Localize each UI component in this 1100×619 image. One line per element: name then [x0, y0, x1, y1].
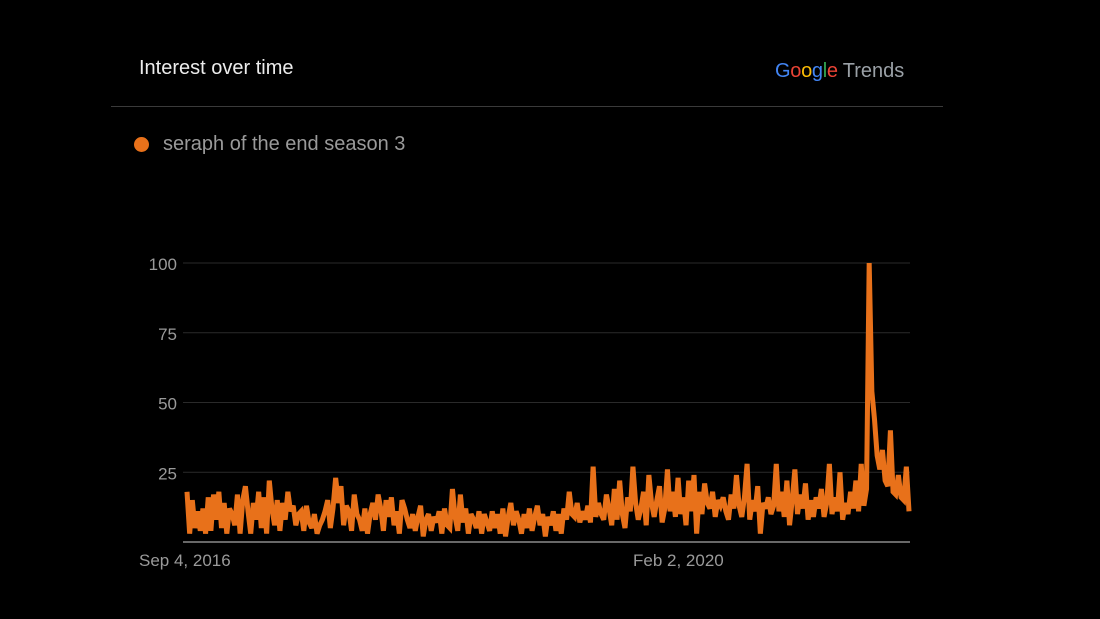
y-tick-label-50: 50 — [158, 395, 177, 414]
google-logo-text: Google — [775, 60, 838, 82]
header-divider — [111, 106, 943, 107]
y-tick-label-100: 100 — [149, 255, 177, 274]
y-tick-label-25: 25 — [158, 464, 177, 483]
legend-series-label: seraph of the end season 3 — [163, 133, 406, 155]
google-trends-logo[interactable]: Google Trends — [775, 60, 904, 83]
trends-logo-text: Trends — [842, 60, 905, 82]
chart-title: Interest over time — [139, 57, 294, 79]
series-line-0[interactable] — [184, 262, 912, 537]
legend-series-marker — [134, 137, 149, 152]
y-tick-label-75: 75 — [158, 325, 177, 344]
legend: seraph of the end season 3 — [134, 133, 405, 156]
x-tick-label-1: Feb 2, 2020 — [633, 551, 724, 570]
x-tick-label-0: Sep 4, 2016 — [139, 551, 231, 570]
